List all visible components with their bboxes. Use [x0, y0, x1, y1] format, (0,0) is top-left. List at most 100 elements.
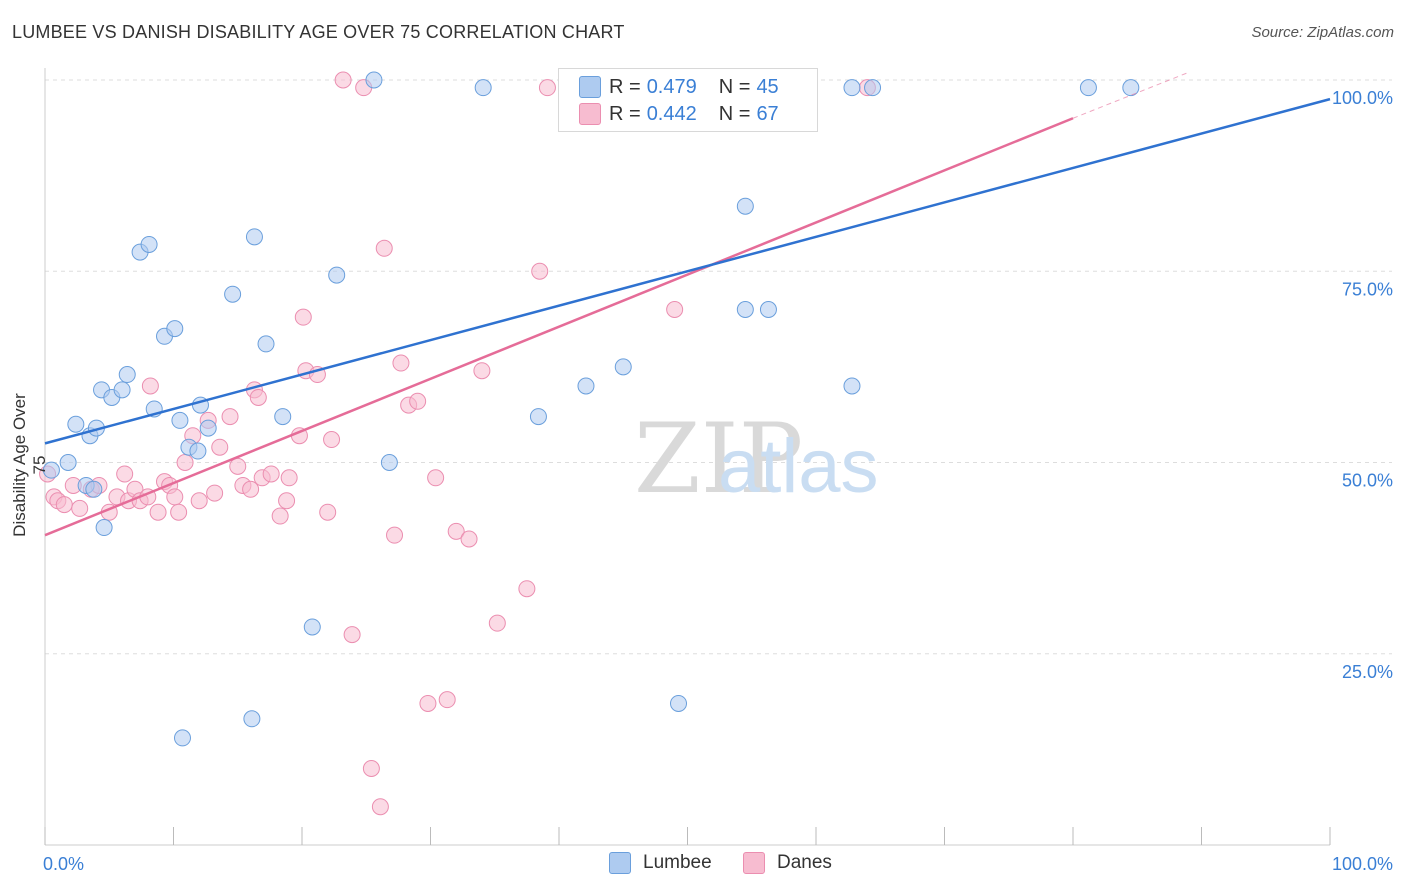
lumbee-point [328, 266, 346, 284]
y-tick-label: 50.0% [1342, 471, 1393, 491]
lumbee-point [577, 377, 595, 395]
lumbee-point [42, 461, 60, 479]
lumbee-points [42, 71, 1140, 747]
danes-point [488, 614, 506, 632]
danes-trend-extension [1072, 71, 1189, 119]
lumbee-point [736, 197, 754, 215]
lumbee-point [140, 235, 158, 253]
lumbee-point [224, 285, 242, 303]
lumbee-point [864, 79, 882, 97]
danes-point [55, 496, 73, 514]
lumbee-point [171, 411, 189, 429]
danes-legend-swatch [743, 852, 765, 874]
lumbee-point [529, 408, 547, 426]
danes-point [419, 694, 437, 712]
danes-legend-label: Danes [777, 852, 832, 873]
danes-point [271, 507, 289, 525]
axes [44, 68, 1331, 846]
lumbee-point [474, 79, 492, 97]
legend-n-label: N = [718, 102, 751, 125]
watermark-zip: ZIP [634, 403, 803, 515]
bottom-legend-danes: Danes [743, 852, 832, 874]
legend-n-label: N = [718, 75, 751, 98]
danes-point [166, 488, 184, 506]
y-tick-label: 25.0% [1342, 662, 1393, 682]
danes-point [319, 503, 337, 521]
danes-point [323, 431, 341, 449]
danes-point [280, 469, 298, 487]
lumbee-point [365, 71, 383, 89]
danes-point [294, 308, 312, 326]
danes-point [427, 469, 445, 487]
lumbee-point [67, 415, 85, 433]
danes-trend-line [44, 117, 1074, 537]
danes-point [278, 492, 296, 510]
lumbee-point [166, 320, 184, 338]
lumbee-point [189, 442, 207, 460]
danes-point [242, 480, 260, 498]
lumbee-legend-swatch [609, 852, 631, 874]
danes-point [262, 465, 280, 483]
y-tick-label: 100.0% [1332, 88, 1393, 108]
danes-point [343, 626, 361, 644]
danes-point [460, 530, 478, 548]
danes-point [211, 438, 229, 456]
danes-point [473, 362, 491, 380]
lumbee-point [843, 377, 861, 395]
lumbee-legend-label: Lumbee [643, 852, 712, 873]
trend-lines [44, 71, 1331, 537]
lumbee-point [245, 228, 263, 246]
tick-labels: 100.0% 75.0% 50.0% 25.0% 0.0% 100.0% [43, 88, 1393, 874]
danes-point [386, 526, 404, 544]
lumbee-point [759, 301, 777, 318]
lumbee-point [1079, 79, 1097, 97]
lumbee-point [303, 618, 321, 636]
grid-lines [45, 79, 1392, 655]
legend-r-label: R = [609, 75, 641, 98]
lumbee-swatch [579, 76, 601, 98]
lumbee-point [380, 454, 398, 471]
lumbee-point [843, 79, 861, 97]
danes-point [447, 522, 465, 540]
lumbee-point [118, 366, 136, 384]
lumbee-point [274, 408, 292, 426]
danes-point [149, 503, 167, 521]
lumbee-point [1122, 79, 1140, 97]
danes-point [518, 580, 536, 598]
lumbee-trend-line [44, 97, 1331, 445]
danes-point [190, 492, 208, 510]
lumbee-point [95, 519, 113, 537]
danes-swatch [579, 103, 601, 125]
y-axis-label: Disability Age Over 75 [10, 393, 49, 537]
lumbee-point [199, 419, 217, 437]
stats-legend: R = 0.479 N = 45 R = 0.442 N = 67 [558, 68, 818, 132]
danes-point [375, 239, 393, 257]
danes-point [409, 392, 427, 410]
danes-point [141, 377, 159, 395]
lumbee-point [736, 301, 754, 318]
legend-r-value: 0.442 [646, 102, 697, 125]
x-tick-label: 100.0% [1332, 854, 1393, 874]
danes-point [176, 454, 194, 471]
danes-point [334, 71, 352, 89]
danes-point [371, 798, 389, 816]
legend-r-value: 0.479 [646, 75, 697, 98]
bottom-legend-lumbee: Lumbee [609, 852, 712, 874]
danes-point [362, 760, 380, 777]
danes-point [71, 499, 89, 517]
danes-points [39, 71, 876, 816]
legend-n-value: 67 [756, 102, 779, 125]
lumbee-point [59, 454, 77, 471]
danes-point [538, 79, 556, 97]
y-tick-label: 75.0% [1342, 279, 1393, 299]
lumbee-point [173, 729, 191, 747]
danes-point [116, 465, 134, 483]
danes-point [438, 691, 456, 709]
lumbee-point [670, 694, 688, 712]
legend-row-danes: R = 0.442 N = 67 [579, 102, 779, 126]
danes-point [666, 301, 684, 318]
lumbee-point [85, 480, 103, 498]
source-label: Source: ZipAtlas.com [1251, 24, 1394, 41]
lumbee-point [614, 358, 632, 376]
